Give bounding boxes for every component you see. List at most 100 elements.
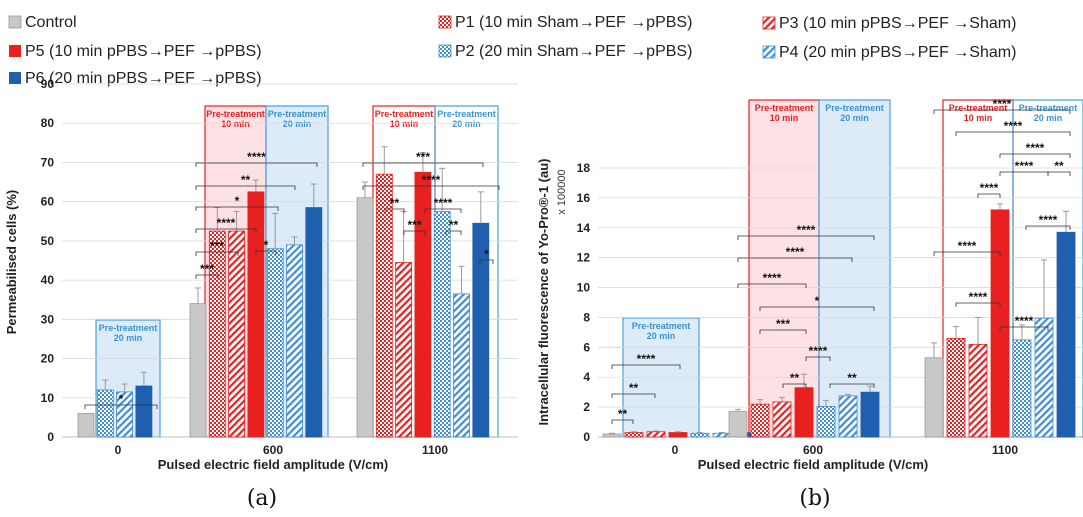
a-bar-control-0	[77, 413, 95, 438]
a-bar-p3-600	[228, 230, 246, 438]
a-bar-p3-1100	[395, 262, 413, 438]
a-significance-bracket-1	[195, 162, 318, 167]
b-significance-label-8: ****	[809, 344, 828, 358]
b-pretreatment-label-3-1: 10 min	[964, 113, 993, 123]
a-pretreatment-label-2-1: 20 min	[283, 119, 312, 129]
a-xtick-0: 0	[115, 443, 122, 457]
legend-item-p1: P1 (10 min Sham→PEF →pPBS)	[438, 14, 692, 31]
a-bar-p6-0	[135, 385, 153, 438]
b-significance-bracket-20	[999, 326, 1049, 331]
b-significance-label-0: ****	[637, 352, 656, 366]
a-pretreatment-label-4-0: Pre-treatment	[437, 109, 496, 119]
a-xtick-1100: 1100	[422, 443, 448, 457]
b-pretreatment-box-2	[818, 99, 891, 438]
b-bar-p5-0	[668, 432, 688, 438]
b-ytick-1: 2	[583, 400, 590, 414]
b-ytick-3: 6	[583, 340, 590, 354]
b-ytick-4: 8	[583, 310, 590, 324]
b-xtick-600: 600	[803, 443, 823, 457]
b-significance-bracket-3	[737, 235, 875, 240]
a-significance-label-2: **	[241, 173, 251, 187]
a-ytick-7: 70	[41, 155, 55, 169]
b-bar-p5-1100	[990, 209, 1010, 438]
b-significance-bracket-2	[611, 419, 634, 424]
b-significance-bracket-13	[999, 153, 1071, 158]
legend-label-p6: P6 (20 min pPBS→PEF →pPBS)	[25, 70, 262, 87]
a-significance-label-9: ****	[422, 173, 441, 187]
a-pretreatment-label-0-0: Pre-treatment	[99, 323, 158, 333]
legend: Control P5 (10 min pPBS→PEF →pPBS) P6 (2…	[8, 14, 1016, 87]
a-pretreatment-label-1-1: 10 min	[221, 119, 250, 129]
legend-item-p2: P2 (20 min Sham→PEF →pPBS)	[438, 43, 692, 60]
a-ytick-9: 90	[41, 77, 55, 91]
b-pretreatment-box-1	[748, 99, 820, 438]
b-significance-label-16: ****	[980, 181, 999, 195]
a-significance-label-4: ****	[217, 216, 236, 230]
b-bar-control-600	[728, 411, 748, 438]
a-significance-label-8: ***	[416, 150, 430, 164]
b-xtick-1100: 1100	[992, 443, 1018, 457]
a-pretreatment-label-3-1: 10 min	[390, 119, 419, 129]
a-significance-bracket-12	[424, 208, 462, 213]
a-ytick-2: 20	[41, 352, 55, 366]
a-significance-label-13: **	[449, 218, 459, 232]
b-significance-label-2: **	[618, 407, 628, 421]
b-significance-bracket-10	[829, 383, 875, 388]
b-pretreatment-label-2-0: Pre-treatment	[825, 103, 884, 113]
b-pretreatment-label-4-0: Pre-treatment	[1019, 103, 1078, 113]
b-bar-p2-600	[816, 405, 836, 438]
b-bar-p5-600	[794, 387, 814, 438]
a-significance-bracket-4	[195, 228, 257, 233]
a-y-axis-label: Permeabilised cells (%)	[4, 190, 19, 335]
b-significance-bracket-16	[977, 193, 1001, 198]
a-ytick-0: 0	[47, 430, 54, 444]
b-bar-p1-1100	[946, 337, 966, 438]
a-bar-p4-600	[286, 244, 303, 438]
a-pretreatment-label-4-1: 20 min	[452, 119, 481, 129]
legend-label-p2: P2 (20 min Sham→PEF →pPBS)	[455, 43, 692, 60]
a-bar-p1-1100	[375, 173, 393, 438]
a-significance-label-0: *	[119, 392, 124, 406]
b-significance-label-9: **	[790, 371, 800, 385]
legend-item-p6: P6 (20 min pPBS→PEF →pPBS)	[9, 70, 262, 87]
b-pretreatment-label-3-0: Pre-treatment	[949, 103, 1008, 113]
panel-label-b: (b)	[799, 486, 830, 511]
b-ytick-2: 4	[583, 370, 590, 384]
b-ytick-8: 16	[577, 191, 591, 205]
b-significance-label-13: ****	[1026, 141, 1045, 155]
a-bar-control-600	[189, 303, 207, 438]
b-y-scale-label: x 100000	[556, 169, 568, 214]
b-significance-label-12: ****	[1004, 119, 1023, 133]
panel-label-a: (a)	[247, 486, 277, 511]
b-significance-label-7: ***	[776, 317, 790, 331]
a-significance-label-7: *	[264, 238, 269, 252]
b-significance-label-19: ****	[969, 290, 988, 304]
b-bar-control-1100	[924, 357, 944, 438]
legend-label-p3: P3 (10 min pPBS→PEF →Sham)	[779, 15, 1016, 32]
b-significance-label-1: **	[629, 381, 639, 395]
a-significance-bracket-11	[403, 230, 426, 235]
b-ytick-6: 12	[577, 251, 591, 265]
b-significance-bracket-6	[759, 306, 875, 311]
b-significance-bracket-4	[737, 257, 853, 262]
b-y-axis-label: Intracellular fluorescence of Yo-Pro®-1 …	[536, 159, 551, 426]
b-significance-bracket-9	[782, 383, 807, 388]
a-ytick-5: 50	[41, 234, 55, 248]
a-significance-label-14: *	[484, 247, 489, 261]
a-ytick-8: 80	[41, 116, 55, 130]
a-significance-label-1: ****	[247, 150, 266, 164]
a-significance-label-10: **	[390, 196, 400, 210]
a-bar-p2-600	[266, 248, 284, 438]
b-significance-bracket-12	[955, 131, 1071, 136]
b-significance-bracket-5	[737, 283, 807, 288]
b-bar-p2-1100	[1012, 339, 1032, 438]
b-bar-p2-0	[690, 432, 710, 438]
b-significance-label-11: ****	[993, 97, 1012, 111]
legend-swatch-p3	[762, 16, 776, 30]
b-bar-p4-600	[838, 395, 858, 438]
a-significance-label-11: ***	[407, 218, 421, 232]
b-significance-label-17: ****	[1039, 213, 1058, 227]
b-ytick-7: 14	[577, 221, 591, 235]
